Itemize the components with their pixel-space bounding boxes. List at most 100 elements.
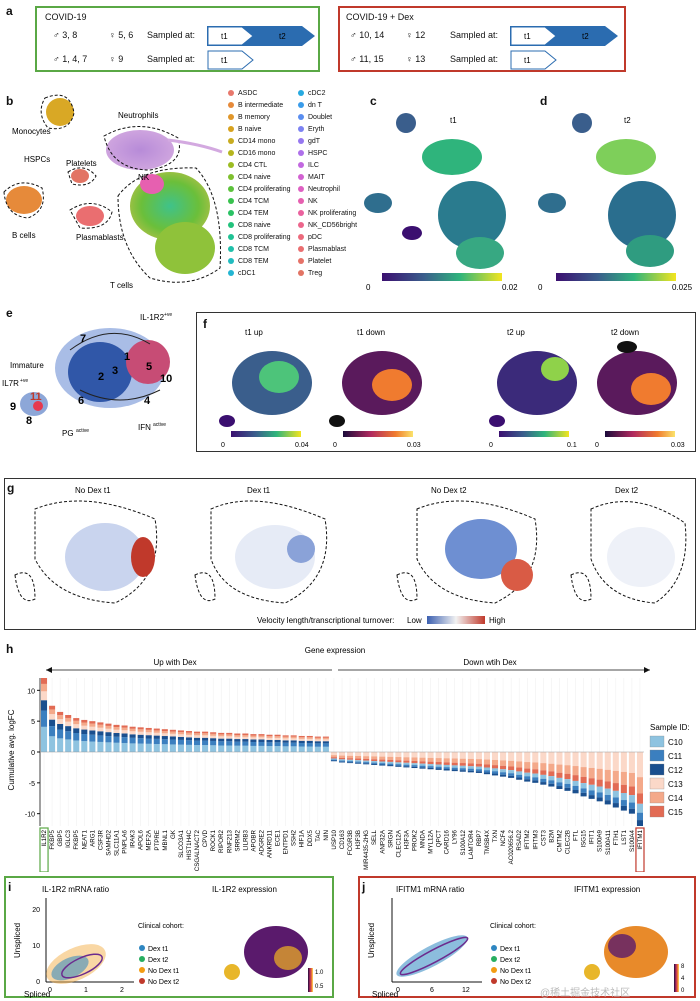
h-bar-segment [121,730,128,734]
h-bar-segment [65,721,72,727]
h-xtick-label: IL1R2 [41,829,48,846]
h-bar-segment [475,766,482,770]
h-bar-segment [596,752,603,769]
h-bar-segment [258,735,265,738]
h-bar-segment [242,733,249,735]
h-bar-segment [580,776,587,784]
e-c1: 1 [124,351,130,363]
h-bar-segment [290,735,297,737]
h-xtick-label: IFITM3 [532,829,539,849]
h-bar-segment [274,734,281,737]
j-legend-title: Clinical cohort: [490,923,536,930]
legend-label: NK_CD56bright [308,222,358,229]
h-bar-segment [121,725,128,728]
h-bar-segment [266,734,273,737]
h-bar-segment [290,736,297,739]
legend-item: Neutrophil [298,186,340,193]
h-bar-segment [379,759,386,762]
j-ylabel: Unspliced [367,923,376,958]
h-bar-segment [314,743,321,747]
h-bar-segment [411,765,418,767]
panel-g-plots: No Dex t1 Dex t1 No Dex t2 Dex t2 Veloci… [14,486,687,625]
h-xtick-label: MYL12A [428,829,435,854]
legend-label: CD8 TCM [238,246,269,253]
h-bar-segment [451,767,458,770]
h-bar-segment [137,729,144,732]
h-bar-segment [65,726,72,732]
i-xtick-0: 0 [48,987,52,994]
h-bar-segment [451,752,458,759]
h-bar-segment [49,719,56,727]
h-bar-segment [338,757,346,760]
legend-label: NK proliferating [308,210,357,217]
h-bar-segment [153,732,160,736]
h-bar-segment [347,762,354,764]
i-xlabel: Spliced [24,990,50,998]
h-ytick-label: -10 [25,812,35,819]
h-bar-segment [588,790,595,796]
h-bar-segment [411,757,418,761]
h-bar-segment [459,758,466,764]
h-bar-segment [250,745,257,752]
e-il7r: IL7R [2,379,19,388]
legend-dot-icon [228,174,234,181]
g-title-3: No Dex t2 [431,486,467,495]
h-bar-segment [282,746,289,752]
h-bar-segment [41,726,48,752]
b-tcells: T cells [110,281,133,290]
h-bar-segment [540,770,547,775]
h-bar-segment [242,739,249,742]
f-sub-2: t1 down 0 0.03 [329,328,422,449]
h-bar-segment [355,761,362,763]
h-bar-segment [57,715,64,720]
h-bar-segment [306,743,313,747]
legend-label: NK [308,198,318,205]
h-bar-segment [129,734,136,738]
legend-item: pDC [298,234,322,241]
h-xtick-label: S100A11 [605,829,612,855]
covid-t1-label-2: t1 [221,56,228,65]
h-bar-segment [516,767,523,772]
h-bar-segment [250,735,257,738]
panel-j-plots: IFITM1 mRNA ratio IFITM1 expression 0 6 … [367,885,685,998]
h-bar-segment [596,786,603,793]
h-bar-segment [322,736,329,738]
h-xtick-label: CD163 [339,829,346,849]
h-bar-segment [258,739,265,742]
h-xtick-label: ADGRE2 [258,829,265,855]
h-bar-segment [435,766,442,769]
e-il1r2-sup: +ve [164,312,172,318]
h-bar-segment [161,733,168,737]
h-bar-segment [588,767,595,779]
h-bar-segment [475,763,482,767]
h-bar-segment [226,741,233,746]
h-xtick-label: HIST1H4C [186,829,193,859]
h-bar-segment [355,755,362,759]
h-xtick-label: ARG1 [89,829,96,846]
h-xtick-label: PNPLA6 [122,829,129,853]
h-bar-segment [89,741,96,752]
h-xtick-label: QPCT [436,830,443,847]
f-t1down-max: 0.03 [407,442,421,449]
h-bar-segment [387,759,394,762]
h-bar-segment [49,726,56,737]
h-bar-segment [177,732,184,735]
h-bar-segment [226,736,233,739]
legend-dot-icon [298,246,304,253]
h-bar-segment [153,730,160,733]
legend-item: CD4 CTL [228,162,267,169]
h-bar-segment [347,752,354,756]
h-bar-segment [548,776,555,781]
h-bar-segment [41,678,48,684]
panel-f-label: f [203,317,207,331]
h-bar-segment [202,735,209,738]
h-bar-segment [322,741,329,744]
h-bar-segment [105,723,112,726]
legend-item: CD16 mono [228,150,275,157]
h-bar-segment [532,752,539,763]
e-c10: 10 [160,373,172,385]
h-bar-segment [330,758,337,760]
h-xtick-label: FTL [573,829,580,841]
h-xtick-label: DDX5 [307,829,314,846]
h-bar-segment [274,739,281,743]
